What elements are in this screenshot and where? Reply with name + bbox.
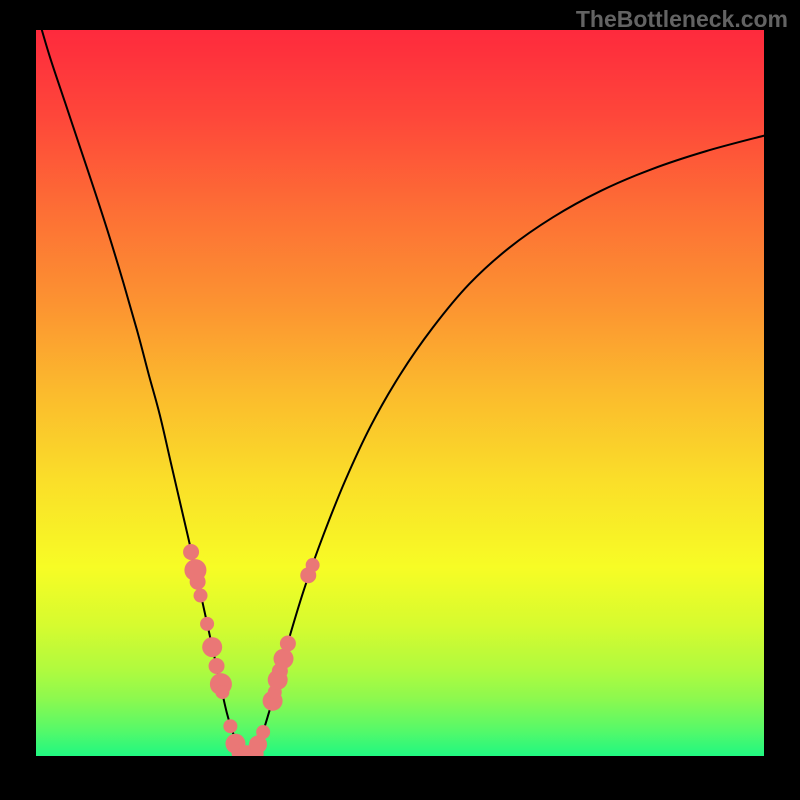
plot-svg xyxy=(36,30,764,756)
scatter-point xyxy=(256,725,270,739)
scatter-point xyxy=(306,558,320,572)
scatter-point xyxy=(190,574,206,590)
watermark-text: TheBottleneck.com xyxy=(576,6,788,33)
scatter-point xyxy=(194,589,208,603)
scatter-point xyxy=(215,685,229,699)
scatter-point xyxy=(280,635,296,651)
scatter-point xyxy=(202,637,222,657)
plot-area xyxy=(36,30,764,756)
scatter-point xyxy=(274,649,294,669)
scatter-point xyxy=(223,719,237,733)
outer-frame: TheBottleneck.com xyxy=(0,0,800,800)
scatter-point xyxy=(200,617,214,631)
scatter-point xyxy=(209,658,225,674)
gradient-background xyxy=(36,30,764,756)
scatter-point xyxy=(183,544,199,560)
